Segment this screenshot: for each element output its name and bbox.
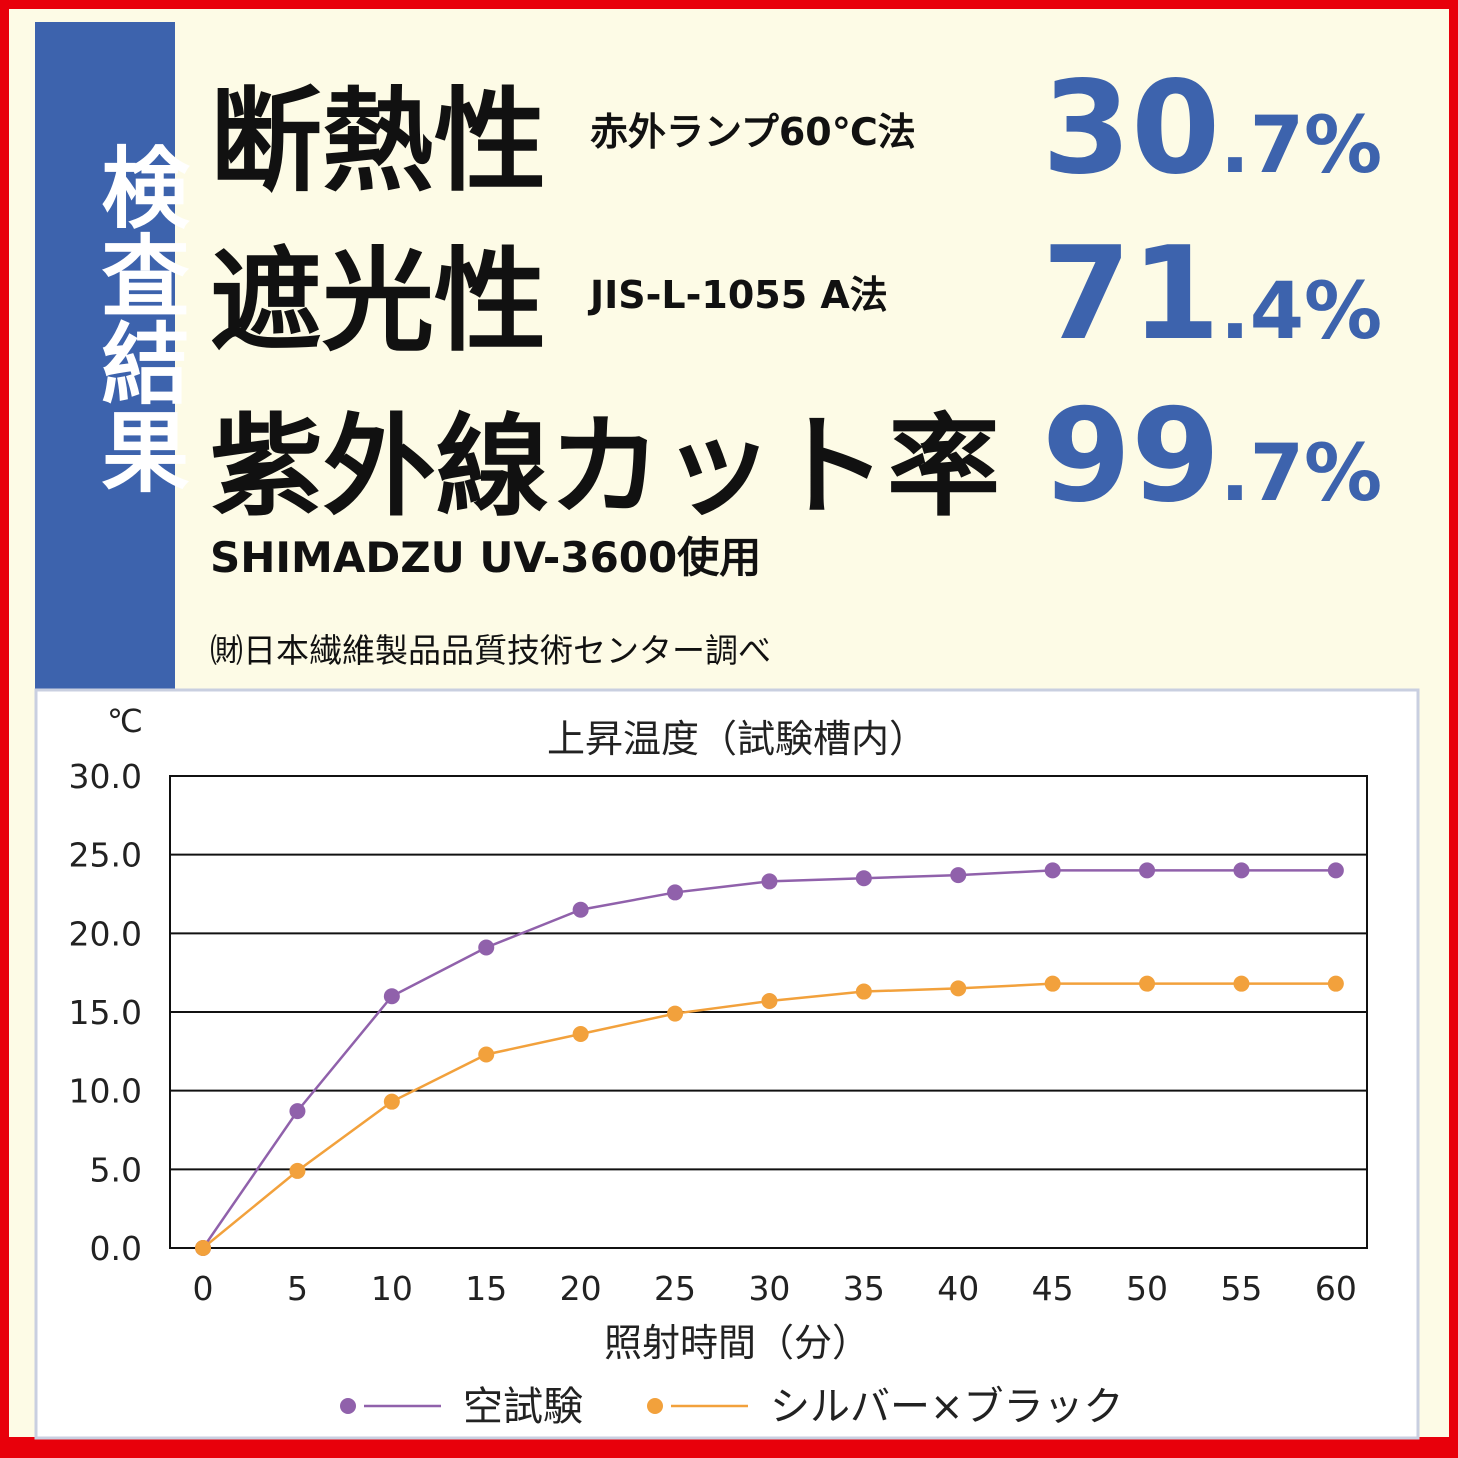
data-point [855, 983, 872, 1000]
data-point [1139, 975, 1156, 992]
data-point [855, 870, 872, 887]
legend-label: シルバー×ブラック [770, 1384, 1124, 1430]
result-method: SHIMADZU UV-3600使用 [210, 533, 761, 582]
value-sub: .7% [1220, 101, 1382, 191]
y-tick-label: 30.0 [69, 757, 142, 796]
value-main: 71 [1042, 220, 1220, 369]
data-point [1044, 975, 1061, 992]
data-point [572, 901, 589, 918]
x-tick-label: 30 [748, 1269, 790, 1308]
data-point [383, 1093, 400, 1110]
plot: 0.0 5.0 10.0 15.0 20.0 25.0 30.0 0 5 10 15 20 25 30 35… [69, 757, 1368, 1430]
y-tick-label: 10.0 [69, 1072, 142, 1111]
x-tick-label: 5 [287, 1269, 308, 1308]
y-tick-label: 0.0 [90, 1229, 142, 1268]
result-value: 30.7% [1042, 54, 1382, 203]
y-tick-label: 25.0 [69, 836, 142, 875]
legend-label: 空試験 [463, 1384, 583, 1430]
x-tick-label: 20 [560, 1269, 602, 1308]
legend-marker [340, 1398, 356, 1414]
result-value: 99.7% [1042, 382, 1382, 531]
x-axis-label: 照射時間（分） [604, 1321, 870, 1365]
data-point [667, 884, 684, 901]
value-sub: .4% [1220, 267, 1382, 357]
x-tick-label: 35 [843, 1269, 885, 1308]
data-point [761, 873, 778, 890]
x-tick-label: 50 [1126, 1269, 1168, 1308]
legend-marker [647, 1398, 663, 1414]
x-tick-label: 25 [654, 1269, 696, 1308]
value-main: 99 [1042, 382, 1220, 531]
data-point [950, 980, 967, 997]
y-unit: ℃ [107, 702, 143, 740]
data-point [572, 1026, 589, 1043]
y-tick-label: 5.0 [90, 1150, 142, 1189]
result-method: JIS-L-1055 A法 [587, 273, 888, 317]
data-point [1044, 862, 1061, 879]
source-note: ㈶日本繊維製品品質技術センター調べ [210, 631, 771, 670]
data-point [289, 1162, 306, 1179]
x-tick-label: 0 [193, 1269, 214, 1308]
side-label: 検査結果 [87, 142, 190, 494]
data-point [478, 939, 495, 956]
data-point [195, 1240, 212, 1256]
y-tick-label: 20.0 [69, 914, 142, 953]
x-tick-label: 55 [1220, 1269, 1262, 1308]
y-tick-label: 15.0 [69, 993, 142, 1032]
value-sub: .7% [1220, 429, 1382, 519]
data-point [1327, 862, 1344, 879]
data-point [1233, 975, 1250, 992]
data-point [383, 988, 400, 1005]
data-point [1233, 862, 1250, 879]
result-method: 赤外ランプ60℃法 [590, 110, 916, 154]
x-tick-label: 40 [937, 1269, 979, 1308]
data-point [950, 867, 967, 884]
data-point [289, 1103, 306, 1120]
value-main: 30 [1042, 54, 1220, 203]
result-name: 紫外線カット率 [210, 403, 1000, 531]
data-point [667, 1005, 684, 1022]
result-name: 遮光性 [210, 237, 546, 367]
data-point [478, 1046, 495, 1063]
data-point [1327, 975, 1344, 992]
result-name: 断熱性 [210, 77, 546, 207]
side-band [35, 22, 175, 700]
x-tick-label: 45 [1032, 1269, 1074, 1308]
result-value: 71.4% [1042, 220, 1382, 369]
data-point [1139, 862, 1156, 879]
chart-title: 上昇温度（試験槽内） [547, 717, 927, 761]
data-point [761, 992, 778, 1009]
x-tick-label: 15 [465, 1269, 507, 1308]
x-tick-label: 10 [371, 1269, 413, 1308]
x-tick-label: 60 [1315, 1269, 1357, 1308]
